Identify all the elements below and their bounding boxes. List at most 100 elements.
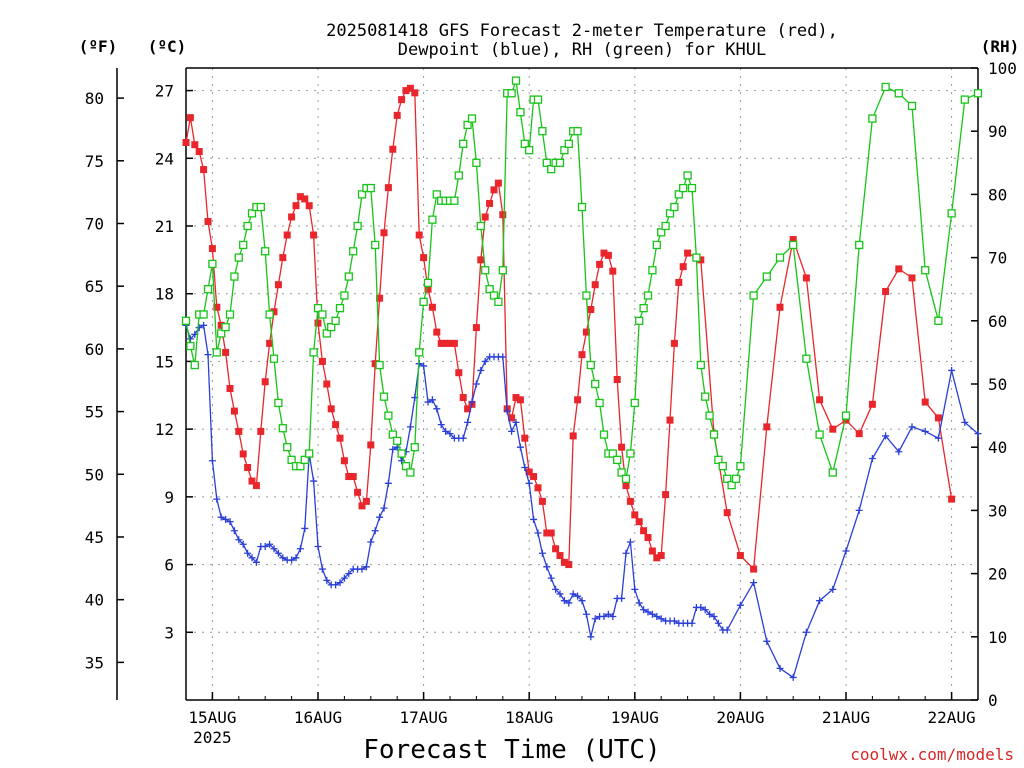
dewpoint-point (503, 407, 511, 415)
dewpoint-point (974, 430, 982, 438)
series-line (185, 324, 979, 679)
rh-point (340, 291, 349, 300)
rh-point (472, 158, 481, 167)
watermark: coolwx.com/models (850, 745, 1014, 764)
rh-point (921, 266, 930, 275)
dewpoint-point (921, 427, 929, 435)
temperature-point (653, 554, 661, 562)
temperature-point (437, 339, 445, 347)
dewpoint-point (332, 581, 340, 589)
rh-point (313, 304, 323, 313)
rh-point (661, 221, 670, 231)
dewpoint-point (816, 597, 824, 605)
dewpoint-point (618, 594, 626, 602)
dewpoint-point (842, 547, 850, 555)
rh-point (538, 127, 547, 136)
rh-point (683, 171, 692, 180)
temperature-point (345, 473, 353, 481)
dewpoint-point (750, 579, 758, 587)
temperature-point (442, 339, 450, 347)
dewpoint-point (512, 418, 520, 426)
rh-point (296, 462, 305, 471)
rh-point (635, 316, 644, 325)
temperature-point (499, 211, 507, 219)
rh-point (573, 127, 582, 136)
rh-point (630, 398, 639, 408)
rh-point (674, 190, 683, 199)
temperature-point (376, 294, 384, 302)
dewpoint-point (574, 592, 582, 600)
temperature-point (569, 432, 577, 440)
series-line (185, 87, 953, 571)
temperature-point (349, 473, 357, 481)
temperature-point (560, 558, 568, 566)
dewpoint-point (279, 554, 287, 562)
rh-point (247, 209, 257, 218)
temperature-point (371, 360, 379, 368)
rh-point (256, 202, 265, 212)
temperature-point (486, 199, 494, 207)
dewpoint-point (336, 579, 344, 587)
rh-point (217, 329, 226, 338)
rh-point (555, 158, 565, 167)
rh-point (960, 95, 969, 104)
temperature-point (340, 457, 348, 465)
temperature-point (455, 369, 463, 377)
rh-point (300, 455, 309, 464)
dewpoint-point (670, 617, 678, 625)
temperature-point (428, 303, 436, 311)
temperature-point (512, 394, 520, 402)
rh-point (318, 310, 327, 319)
dewpoint-point (340, 574, 348, 582)
temperature-point (855, 430, 863, 438)
temperature-point (420, 254, 428, 262)
c-tick-label: 21 (155, 217, 174, 236)
temperature-point (380, 229, 388, 237)
rh-tick-label: 50 (988, 375, 1007, 394)
rh-point (225, 310, 235, 319)
dewpoint-point (239, 540, 247, 548)
temperature-point (464, 405, 472, 413)
temperature-point (591, 281, 599, 289)
dewpoint-point (556, 590, 564, 598)
temperature-point (648, 547, 656, 555)
temperature-point (301, 195, 309, 203)
temperature-point (244, 464, 252, 472)
temperature-point (411, 89, 419, 97)
rh-tick-label: 40 (988, 438, 1007, 457)
c-tick-label: 12 (155, 420, 174, 439)
rh-point (692, 253, 701, 262)
temperature-point (508, 414, 516, 422)
rh-point (476, 221, 485, 231)
temperature-point (635, 518, 643, 526)
temperature-point (578, 351, 586, 359)
series-line (185, 80, 979, 487)
temperature-point (204, 217, 212, 225)
rh-point (564, 139, 573, 148)
rh-point (709, 430, 719, 439)
dewpoint-point (428, 396, 436, 404)
dewpoint-point (406, 423, 414, 431)
temperature-point (296, 193, 304, 201)
temperature-point (266, 339, 274, 347)
temperature-point (283, 231, 291, 239)
rh-tick-label: 60 (988, 312, 1007, 331)
rh-point (560, 146, 569, 155)
rh-point (283, 443, 292, 452)
dewpoint-point (481, 357, 489, 365)
rh-point (731, 474, 741, 483)
temperature-point (274, 281, 282, 289)
rh-point (855, 240, 864, 250)
temperature-point (389, 145, 397, 153)
temperature-point (679, 263, 687, 271)
dewpoint-point (371, 527, 379, 535)
rh-point (353, 221, 362, 231)
rh-point (802, 354, 811, 363)
dewpoint-point (829, 585, 837, 593)
series-plus (182, 321, 982, 681)
temperature-point (398, 96, 406, 104)
rh-point (481, 266, 490, 275)
c-tick-label: 24 (155, 149, 174, 168)
dewpoint-point (230, 527, 238, 535)
